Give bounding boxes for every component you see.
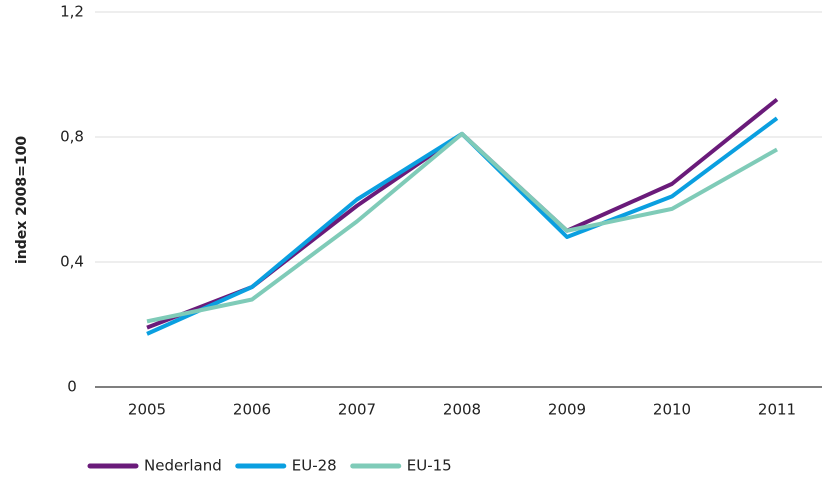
x-tick-label: 2007 xyxy=(338,401,376,419)
x-tick-label: 2010 xyxy=(653,401,691,419)
y-tick-label: 0 xyxy=(67,378,77,396)
x-tick-label: 2006 xyxy=(233,401,271,419)
x-tick-label: 2009 xyxy=(548,401,586,419)
legend-label: EU-28 xyxy=(292,457,337,475)
legend-label: EU-15 xyxy=(407,457,452,475)
y-tick-label: 0,4 xyxy=(60,253,84,271)
y-axis-title: index 2008=100 xyxy=(14,136,30,264)
x-tick-label: 2008 xyxy=(443,401,481,419)
line-series xyxy=(146,131,778,324)
y-tick-label: 1,2 xyxy=(60,3,84,21)
legend-label: Nederland xyxy=(144,457,222,475)
x-tick-label: 2005 xyxy=(128,401,166,419)
y-tick-label: 0,8 xyxy=(60,128,84,146)
x-tick-label: 2011 xyxy=(758,401,796,419)
